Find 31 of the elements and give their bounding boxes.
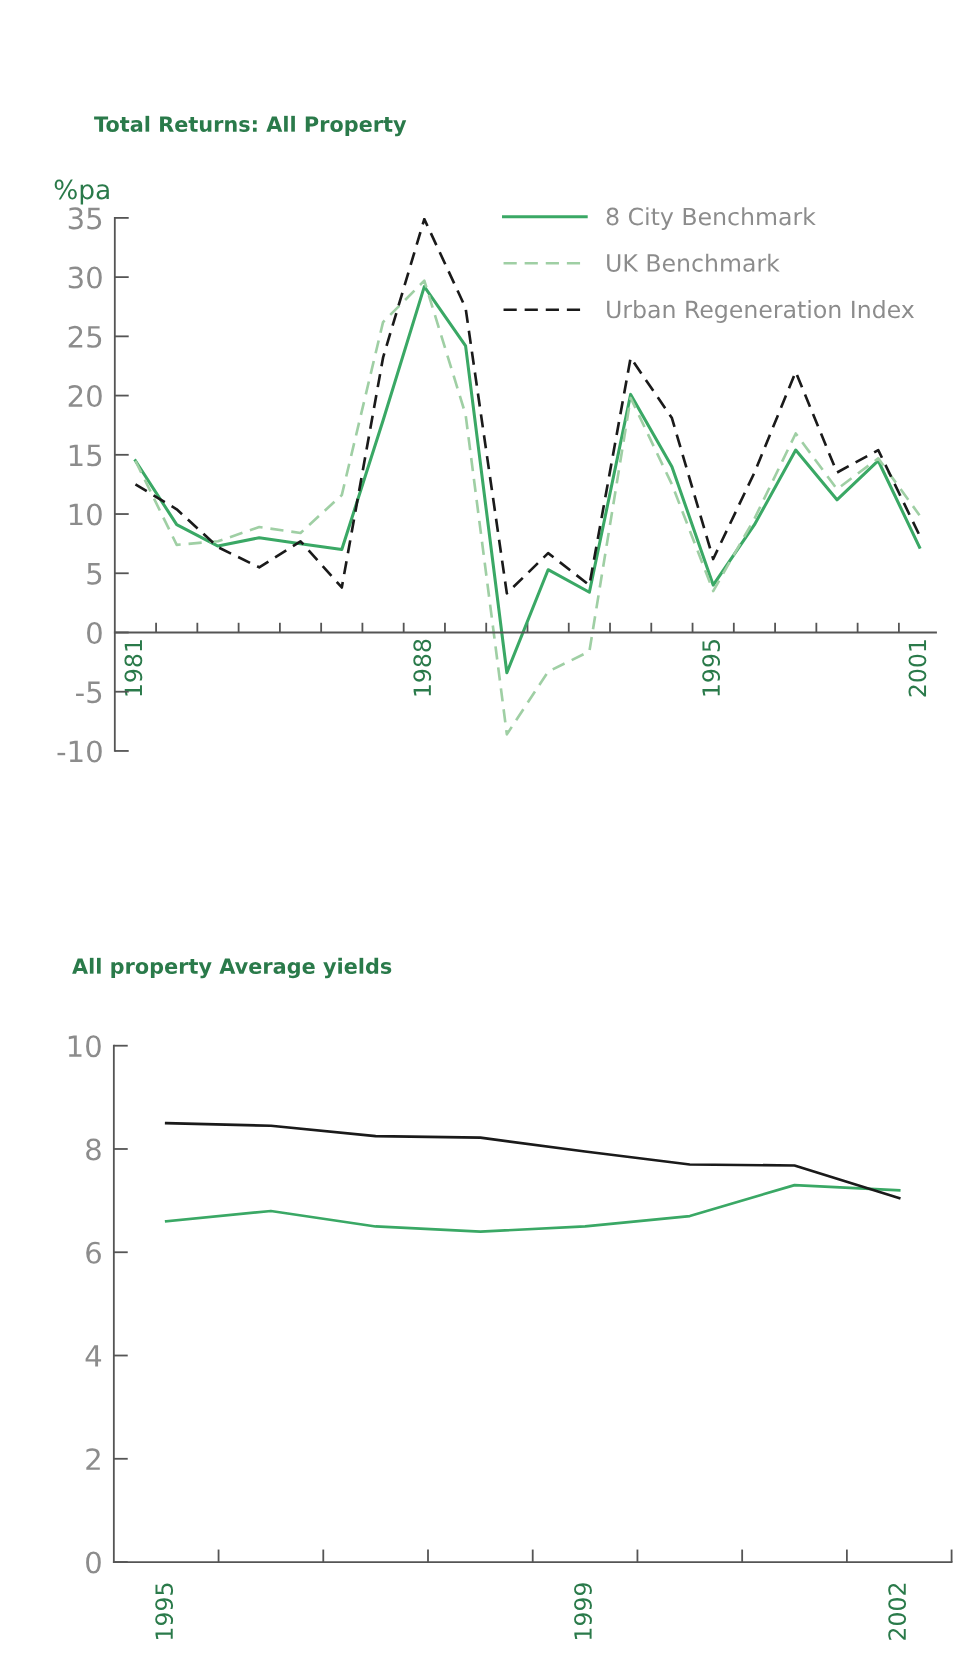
y-tick-label: 25 [68,325,102,348]
x-tick-label: 1995 [155,1583,174,1639]
y-tick-label: 0 [86,1551,101,1574]
y-tick-label: 30 [68,266,102,289]
x-tick-label: 1995 [702,640,721,696]
chart-title: All property Average yields [72,957,392,979]
line-series [164,1183,901,1233]
y-tick-label: 15 [69,444,102,467]
y-axis-title: %pa [54,179,109,205]
x-tick-label: 2001 [908,640,927,697]
line-series [164,1121,901,1200]
x-tick-label: 1981 [124,640,143,696]
y-tick-label: 2 [86,1448,100,1470]
y-tick-label: 20 [68,385,102,408]
x-tick-label: 1999 [574,1583,592,1639]
x-tick-label: 2002 [888,1583,907,1640]
y-tick-label: 6 [86,1241,101,1264]
y-tick-label: 8 [86,1138,101,1161]
y-tick-label: -10 [57,740,102,763]
y-tick-label: 10 [68,1035,101,1058]
y-tick-label: 35 [68,207,102,230]
y-tick-label: 4 [85,1345,102,1367]
legend-label: Urban Regeneration Index [607,300,914,323]
chart-title: Total Returns: All Property [94,115,407,137]
legend-label: UK Benchmark [607,253,780,272]
legend-label: 8 City Benchmark [606,207,816,231]
y-tick-label: -5 [76,681,102,704]
y-tick-label: 0 [87,621,102,644]
y-tick-label: 5 [87,563,102,585]
y-tick-label: 10 [69,503,102,526]
x-tick-label: 1988 [413,639,432,696]
